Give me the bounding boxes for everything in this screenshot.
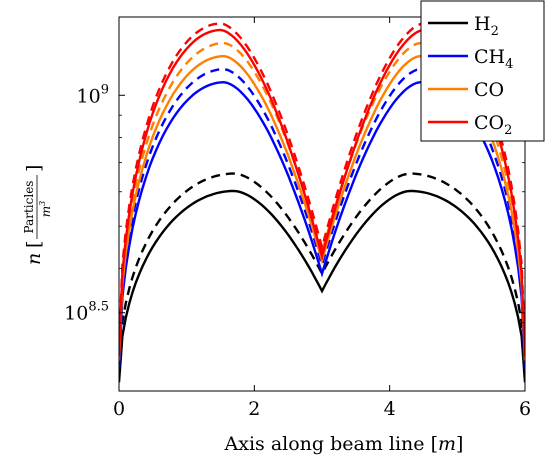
legend-box bbox=[420, 0, 545, 142]
x-tick-label: 6 bbox=[519, 398, 531, 420]
y-tick-label: 109 bbox=[77, 82, 109, 107]
legend-label: H2 bbox=[474, 13, 499, 39]
legend: H2 CH4 CO CO2 bbox=[420, 0, 545, 142]
y-axis-denominator: m3 bbox=[38, 201, 53, 217]
series-line-h2-solid bbox=[119, 189, 525, 383]
y-axis-open-bracket: [ bbox=[23, 241, 45, 248]
y-axis-title: n [ Particles m3 ] bbox=[22, 165, 53, 265]
y-tick-label: 108.5 bbox=[64, 300, 109, 325]
legend-label: CO2 bbox=[474, 112, 512, 138]
y-axis-numerator: Particles bbox=[22, 181, 36, 234]
series-line-co2-dashed bbox=[119, 22, 525, 348]
y-axis: 108.5 109 bbox=[64, 82, 525, 325]
x-tick-label: 4 bbox=[384, 398, 396, 420]
series-line-h2-dashed bbox=[119, 172, 525, 370]
x-axis: 0 2 4 6 bbox=[113, 17, 531, 420]
y-axis-var: n bbox=[23, 253, 45, 265]
plot-frame bbox=[118, 16, 526, 392]
x-tick-label: 0 bbox=[113, 398, 125, 420]
x-axis-title: Axis along beam line [m] bbox=[224, 433, 464, 455]
y-axis-close-bracket: ] bbox=[23, 165, 45, 172]
x-tick-label: 2 bbox=[248, 398, 260, 420]
legend-label: CO bbox=[474, 79, 504, 101]
series-line-ch4-dashed bbox=[119, 67, 525, 361]
legend-label: CH4 bbox=[474, 46, 513, 72]
